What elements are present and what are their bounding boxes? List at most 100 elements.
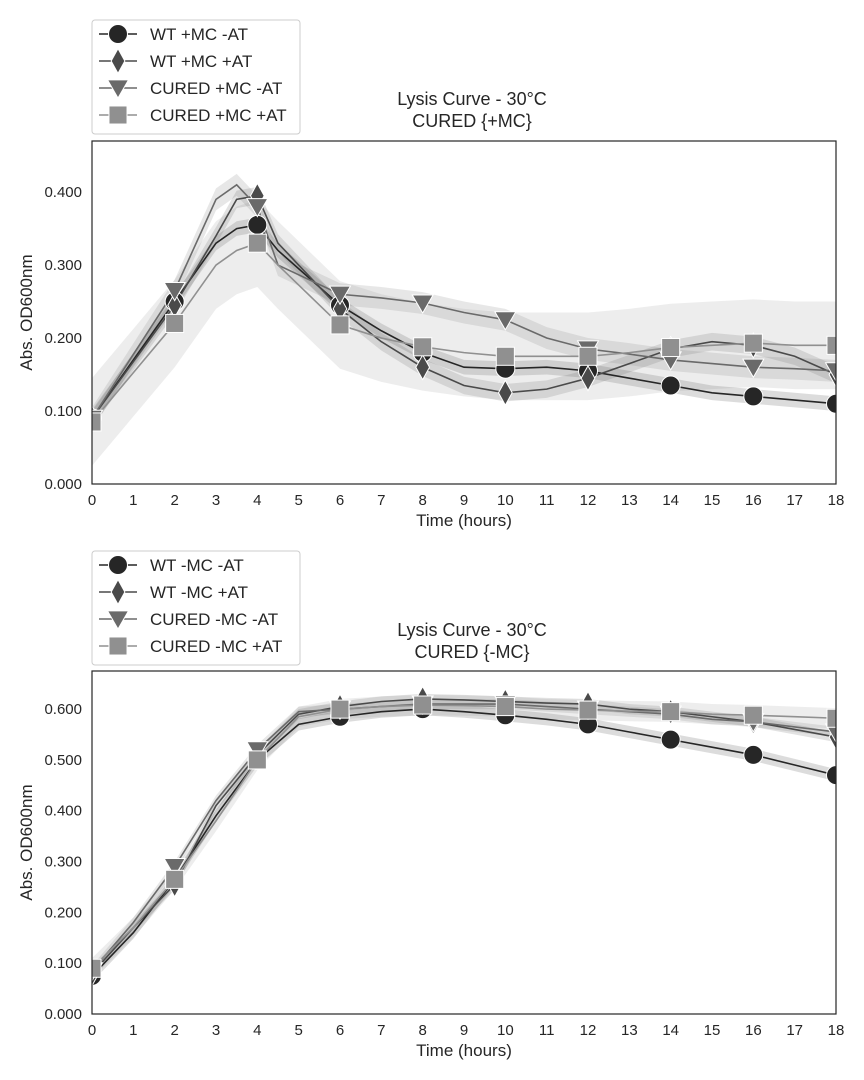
legend-marker [110,578,126,606]
data-point [660,375,681,396]
data-point [247,750,267,770]
data-point [165,313,185,333]
y-tick-label: 0.400 [44,803,82,820]
series-line [92,224,836,419]
data-point [330,699,350,719]
x-tick-label: 13 [621,1022,638,1039]
x-tick-label: 9 [460,1022,468,1039]
legend-label: CURED -MC -AT [150,610,278,629]
series-line [92,242,836,423]
chart-title-line: Lysis Curve - 30°C [397,89,547,109]
data-point [743,333,763,353]
chart-title-line: CURED {-MC} [414,642,529,662]
data-point [742,358,765,379]
x-tick-label: 1 [129,1022,137,1039]
legend-marker [106,610,130,630]
data-point [743,705,763,725]
x-axis-label: Time (hours) [416,1041,512,1060]
legend: WT +MC -AT WT +MC +AT CURED +MC -AT CURED +… [91,19,301,135]
y-tick-label: 0.400 [44,184,82,201]
x-tick-label: 16 [745,492,762,509]
y-tick-label: 0.000 [44,1006,82,1023]
y-axis-label: Abs. OD600nm [17,784,36,900]
series-band [92,698,836,976]
data-point [661,338,681,358]
x-tick-label: 4 [253,1022,261,1039]
series-line [92,183,836,419]
data-point [495,346,515,366]
data-point [247,214,268,235]
y-tick-label: 0.200 [44,904,82,921]
data-point [743,744,764,765]
x-tick-label: 8 [418,492,426,509]
legend-label: CURED +MC -AT [150,79,282,98]
legend-box [91,550,301,666]
y-tick-label: 0.500 [44,752,82,769]
x-tick-label: 4 [253,492,261,509]
y-tick-label: 0.100 [44,403,82,420]
x-tick-label: 1 [129,492,137,509]
x-tick-label: 9 [460,492,468,509]
legend-label: CURED -MC +AT [150,637,282,656]
legend-box [91,19,301,135]
x-tick-label: 15 [704,1022,721,1039]
plot-area [92,173,836,466]
data-point [497,379,513,407]
legend-marker [106,79,130,99]
x-tick-label: 0 [88,1022,96,1039]
data-point [411,294,434,314]
data-point [743,386,764,407]
chart-title-line: Lysis Curve - 30°C [397,620,547,640]
x-tick-label: 6 [336,492,344,509]
x-tick-label: 3 [212,1022,220,1039]
data-point [415,353,431,381]
legend-label: WT +MC +AT [150,52,252,71]
plot-frame [91,140,837,485]
data-point [92,958,102,978]
data-point [826,393,836,414]
data-point [824,723,836,743]
plot-area [92,685,836,987]
series-band [92,186,836,428]
y-tick-label: 0.100 [44,955,82,972]
x-tick-label: 11 [539,492,555,509]
legend-label: WT -MC +AT [150,583,248,602]
data-point [413,695,433,715]
y-tick-label: 0.600 [44,701,82,718]
x-tick-label: 0 [88,492,96,509]
data-point [246,198,269,218]
legend-marker [110,47,126,75]
legend-label: WT +MC -AT [150,25,248,44]
x-tick-label: 18 [828,492,845,509]
x-tick-label: 14 [662,1022,679,1039]
data-point [328,285,352,306]
x-tick-label: 18 [828,1022,845,1039]
series-line [92,703,836,972]
data-point [247,233,267,253]
x-tick-label: 17 [786,1022,803,1039]
x-tick-label: 10 [497,1022,514,1039]
data-point [580,364,596,392]
x-tick-label: 5 [294,492,302,509]
y-tick-label: 0.300 [44,257,82,274]
x-tick-label: 7 [377,1022,385,1039]
series-line [92,698,836,974]
data-point [163,282,186,302]
x-tick-label: 5 [294,1022,302,1039]
data-point [826,765,836,786]
x-tick-label: 10 [497,492,514,509]
data-point [330,315,350,335]
x-tick-label: 16 [745,1022,762,1039]
legend: WT -MC -AT WT -MC +AT CURED -MC -AT CURED -… [91,550,301,666]
data-point [660,729,681,750]
legend-marker [108,555,128,575]
data-point [578,700,598,720]
x-tick-label: 12 [580,492,597,509]
y-tick-label: 0.200 [44,330,82,347]
x-tick-label: 14 [662,492,679,509]
data-point [578,346,598,366]
